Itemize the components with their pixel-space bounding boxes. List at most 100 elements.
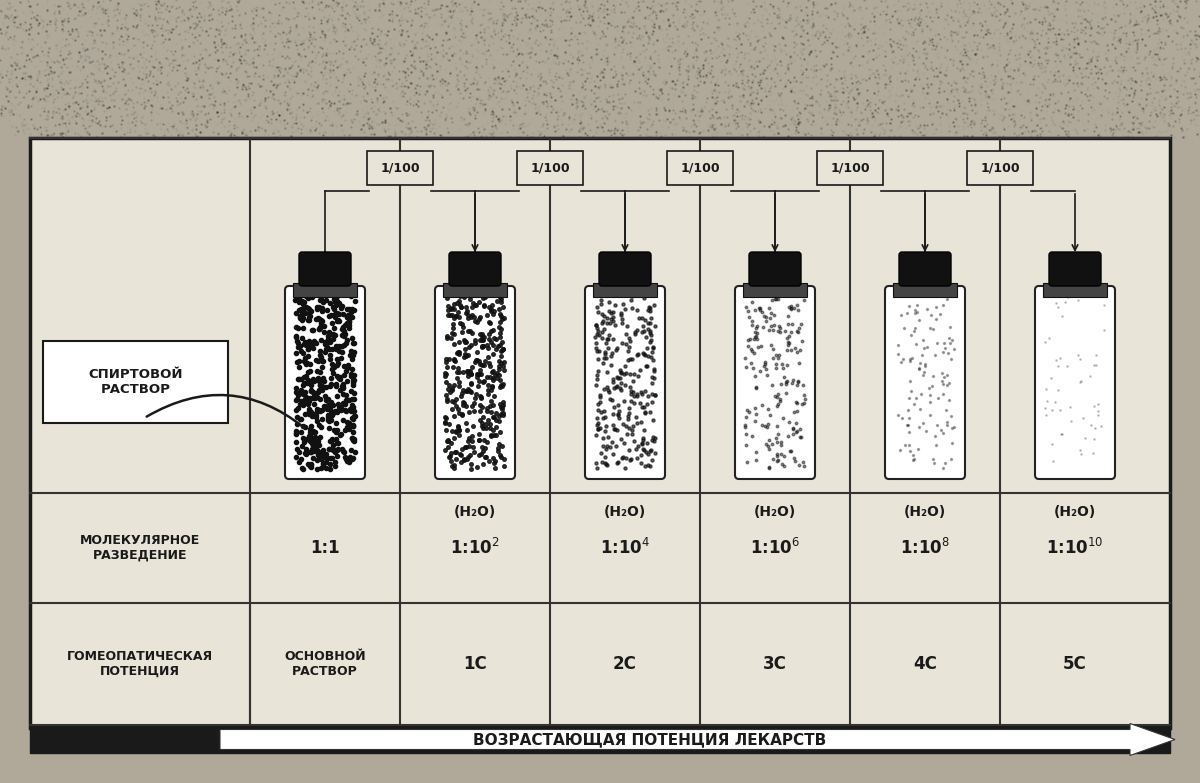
Point (778, 344, 797, 356)
Point (331, 401, 350, 413)
Point (942, 453, 961, 466)
Point (776, 376, 796, 388)
Point (443, 327, 462, 339)
FancyArrowPatch shape (146, 395, 304, 428)
Point (1050, 352, 1069, 364)
Point (320, 336, 340, 348)
Point (332, 380, 352, 392)
Point (623, 375, 642, 388)
Point (746, 446, 766, 458)
Point (784, 373, 803, 386)
Point (455, 351, 474, 363)
Point (632, 326, 652, 338)
Point (295, 408, 314, 420)
Point (616, 359, 635, 372)
Point (942, 410, 961, 422)
Point (642, 454, 661, 467)
Point (760, 323, 779, 336)
Point (301, 459, 320, 471)
Point (451, 456, 470, 468)
Point (323, 452, 342, 464)
Point (293, 346, 312, 359)
Point (294, 377, 313, 389)
Point (594, 412, 613, 424)
Point (446, 446, 466, 458)
Point (304, 425, 323, 438)
Point (324, 399, 343, 411)
Point (761, 312, 780, 324)
Point (773, 457, 792, 470)
Point (437, 388, 456, 401)
Point (635, 313, 654, 326)
Point (337, 375, 356, 388)
Point (607, 342, 626, 355)
Point (779, 318, 798, 330)
Point (442, 303, 461, 316)
Point (442, 446, 461, 459)
Point (288, 411, 307, 424)
Point (455, 290, 474, 303)
Point (761, 307, 780, 319)
Point (290, 340, 310, 352)
Point (300, 358, 319, 370)
Point (301, 376, 320, 388)
Point (492, 401, 511, 413)
Point (620, 352, 640, 365)
Point (635, 400, 654, 413)
Point (479, 379, 498, 392)
Point (610, 405, 629, 417)
Point (295, 355, 314, 368)
Point (1042, 438, 1061, 450)
Point (470, 358, 490, 370)
Point (631, 386, 650, 399)
Point (304, 439, 323, 452)
Point (782, 377, 802, 390)
Point (469, 433, 488, 446)
Point (490, 359, 509, 372)
Point (310, 312, 329, 325)
Point (588, 301, 607, 313)
Point (494, 312, 514, 325)
Point (443, 395, 462, 407)
Point (464, 396, 484, 409)
Point (337, 420, 356, 433)
Point (323, 317, 342, 330)
Point (1073, 411, 1092, 424)
Point (628, 417, 647, 430)
Point (628, 390, 647, 402)
Point (793, 398, 812, 410)
Point (787, 325, 806, 337)
Point (586, 456, 605, 469)
Point (299, 350, 318, 363)
Point (457, 365, 476, 377)
Point (1048, 384, 1067, 396)
Point (595, 405, 614, 417)
Point (294, 371, 313, 384)
Point (768, 428, 787, 441)
Point (311, 405, 330, 417)
Point (343, 377, 362, 389)
Point (775, 325, 794, 337)
Point (752, 306, 772, 319)
Point (452, 408, 472, 420)
Point (1044, 455, 1063, 467)
Bar (443, 283, 506, 297)
Point (298, 458, 317, 471)
Point (774, 460, 793, 472)
Point (343, 452, 362, 464)
Point (607, 380, 626, 392)
Point (473, 340, 492, 352)
Point (328, 314, 347, 327)
Point (622, 384, 641, 397)
Text: 1:10$^6$: 1:10$^6$ (750, 538, 800, 558)
Point (326, 290, 346, 302)
Point (646, 431, 665, 444)
Point (287, 428, 306, 440)
FancyBboxPatch shape (599, 252, 650, 286)
Point (452, 386, 472, 399)
Point (767, 400, 786, 413)
Point (295, 352, 314, 365)
Point (594, 352, 613, 364)
Point (326, 449, 346, 462)
Point (340, 403, 359, 416)
